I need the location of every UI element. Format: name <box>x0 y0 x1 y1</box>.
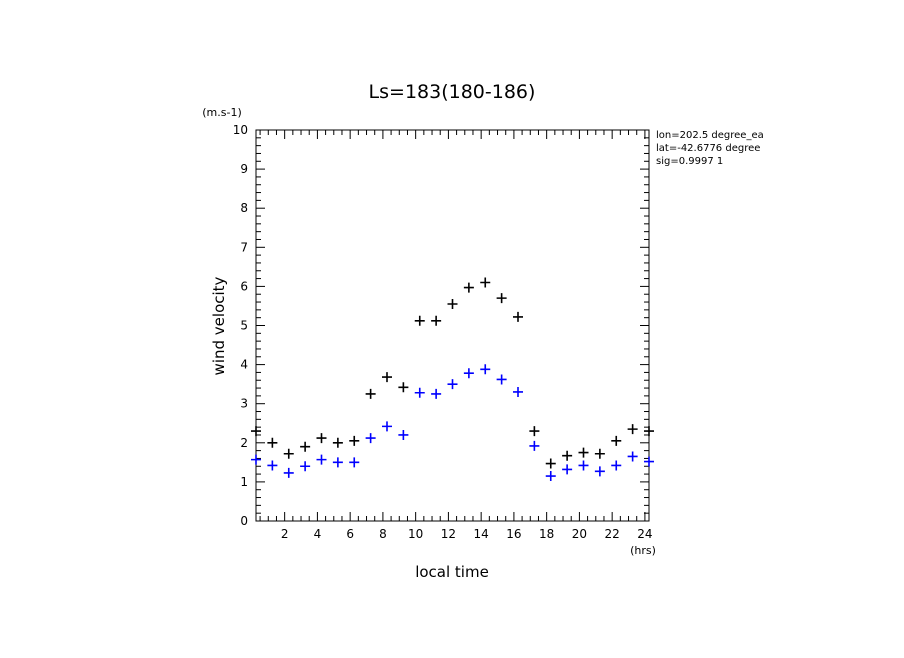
data-point-marker <box>480 277 491 288</box>
data-point-marker <box>545 471 556 482</box>
data-point-marker <box>611 460 622 471</box>
annotation-line: lon=202.5 degree_ea <box>656 130 764 141</box>
data-point-marker <box>562 464 573 475</box>
plot-frame <box>255 129 650 522</box>
data-point-marker <box>562 450 573 461</box>
data-point-marker <box>447 379 458 390</box>
y-tick-label: 5 <box>240 319 248 333</box>
data-point-marker <box>463 368 474 379</box>
x-tick-label: 6 <box>346 527 354 541</box>
y-tick-label: 2 <box>240 436 248 450</box>
data-point-marker <box>431 388 442 399</box>
data-point-marker <box>382 421 392 432</box>
data-marks <box>251 277 654 482</box>
data-point-marker <box>349 457 360 468</box>
y-axis-title: wind velocity <box>210 276 228 375</box>
annotation-line: sig=0.9997 1 <box>656 156 723 167</box>
data-point-marker <box>283 448 294 459</box>
x-tick-label: 18 <box>539 527 554 541</box>
x-tick-label: 24 <box>637 527 652 541</box>
data-point-marker <box>414 315 425 326</box>
annotation-block: lon=202.5 degree_ea lat=-42.6776 degree si… <box>656 130 764 167</box>
data-point-marker <box>594 448 605 459</box>
tick-marks <box>256 129 649 522</box>
data-point-marker <box>611 435 622 446</box>
data-point-marker <box>463 282 474 293</box>
y-tick-label: 7 <box>240 240 248 254</box>
data-point-marker <box>513 311 523 322</box>
y-tick-label: 1 <box>240 475 248 489</box>
y-tick-label: 8 <box>240 201 248 215</box>
series-1 <box>251 277 654 469</box>
x-tick-label: 2 <box>281 527 289 541</box>
data-point-marker <box>414 387 425 398</box>
data-point-marker <box>496 374 507 385</box>
data-point-marker <box>529 426 540 437</box>
y-tick-label: 6 <box>240 279 248 293</box>
data-point-marker <box>251 426 261 437</box>
data-point-marker <box>431 315 442 326</box>
x-tick-label: 16 <box>506 527 521 541</box>
data-point-marker <box>513 386 523 397</box>
y-tick-label: 0 <box>240 514 248 528</box>
data-point-marker <box>529 440 540 451</box>
data-point-marker <box>627 451 638 462</box>
data-point-marker <box>365 433 376 444</box>
data-point-marker <box>300 461 311 472</box>
data-point-marker <box>644 426 654 437</box>
data-point-marker <box>316 433 327 444</box>
data-point-marker <box>627 424 638 435</box>
data-point-marker <box>578 460 589 471</box>
data-point-marker <box>283 467 294 478</box>
data-point-marker <box>267 460 278 471</box>
y-tick-label: 4 <box>240 358 248 372</box>
annotation-line: lat=-42.6776 degree <box>656 143 760 154</box>
data-point-marker <box>349 435 360 446</box>
data-point-marker <box>545 458 556 469</box>
data-point-marker <box>447 298 458 309</box>
series-2 <box>251 364 654 482</box>
x-axis-title: local time <box>415 563 489 581</box>
x-tick-label: 14 <box>474 527 489 541</box>
chart-title: Ls=183(180-186) <box>369 81 536 103</box>
data-point-marker <box>382 372 392 383</box>
x-tick-label: 8 <box>379 527 387 541</box>
data-point-marker <box>644 456 654 467</box>
data-point-marker <box>398 382 409 393</box>
data-point-marker <box>496 293 507 304</box>
x-tick-label: 20 <box>572 527 587 541</box>
data-point-marker <box>594 466 605 477</box>
x-tick-label: 22 <box>605 527 620 541</box>
x-tick-label: 12 <box>441 527 456 541</box>
y-tick-label: 3 <box>240 397 248 411</box>
y-unit-label: (m.s-1) <box>202 106 242 119</box>
x-tick-label: 10 <box>408 527 423 541</box>
data-point-marker <box>267 437 278 448</box>
data-point-marker <box>578 447 589 458</box>
data-point-marker <box>398 429 409 440</box>
data-point-marker <box>480 364 491 375</box>
data-point-marker <box>251 454 261 465</box>
y-tick-label: 9 <box>240 162 248 176</box>
data-point-marker <box>365 388 376 399</box>
data-point-marker <box>300 441 311 452</box>
data-point-marker <box>332 437 343 448</box>
y-tick-label: 10 <box>233 123 248 137</box>
x-unit-label: (hrs) <box>630 544 656 557</box>
data-point-marker <box>332 457 343 468</box>
x-tick-label: 4 <box>314 527 322 541</box>
data-point-marker <box>316 454 327 465</box>
